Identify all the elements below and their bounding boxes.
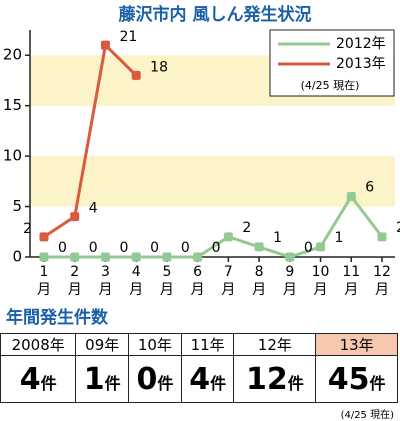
data-label: 0 <box>150 240 159 256</box>
count: 4 <box>19 361 41 397</box>
y-tick-label: 15 <box>3 96 22 114</box>
unit: 件 <box>210 373 227 393</box>
y-tick-label: 10 <box>3 147 22 165</box>
value-row: 4件 1件 0件 4件 12件 45件 <box>0 355 398 403</box>
header-cell: 10年 <box>128 333 182 356</box>
series-line <box>44 193 384 259</box>
value-cell: 1件 <box>75 355 130 403</box>
point <box>131 70 141 80</box>
count: 4 <box>189 361 211 397</box>
unit: 件 <box>40 373 57 393</box>
data-label: 21 <box>119 29 137 45</box>
data-label: 1 <box>335 230 344 246</box>
legend-label: 2012年 <box>336 36 386 52</box>
point <box>39 252 49 262</box>
chart-title: 藤沢市内 風しん発生状況 <box>119 4 312 25</box>
table: 2008年 09年 10年 11年 12年 13年 4件 1件 0件 4件 12件 45件 <box>0 333 398 403</box>
x-tick-label: 10 月 <box>312 264 330 298</box>
data-label: 6 <box>365 179 374 195</box>
data-label: 0 <box>181 240 190 256</box>
legend-label: 2013年 <box>336 56 386 72</box>
series-line <box>43 42 138 239</box>
y-tick-label: 0 <box>12 248 22 266</box>
point <box>193 252 203 262</box>
header-cell: 09年 <box>75 333 130 356</box>
legend-note: (4/25 現在) <box>301 79 360 92</box>
data-label: 0 <box>58 240 67 256</box>
unit: 件 <box>104 373 121 393</box>
y-tick-label: 20 <box>3 46 22 64</box>
value-cell: 0件 <box>128 355 182 403</box>
count: 45 <box>327 361 370 397</box>
point <box>316 242 326 252</box>
unit: 件 <box>157 373 174 393</box>
data-label: 2 <box>396 220 400 236</box>
count: 12 <box>245 361 288 397</box>
value-cell: 12件 <box>233 355 317 403</box>
point <box>346 191 356 201</box>
point <box>254 242 264 252</box>
x-tick-label: 11 月 <box>342 264 360 298</box>
unit: 件 <box>369 373 386 393</box>
point <box>223 232 233 242</box>
header-cell: 2008年 <box>0 333 77 356</box>
count: 0 <box>136 361 158 397</box>
band <box>30 156 395 207</box>
header-cell: 13年 <box>315 333 398 356</box>
value-cell: 4件 <box>0 355 77 403</box>
data-label: 0 <box>304 240 313 256</box>
point <box>100 40 110 50</box>
table-note: (4/25 現在) <box>340 410 394 421</box>
value-cell: 45件 <box>315 355 398 403</box>
x-tick-label: 12 月 <box>373 264 391 298</box>
point <box>285 252 295 262</box>
data-label: 0 <box>119 240 128 256</box>
point <box>131 252 141 262</box>
table-title: 年間発生件数 <box>6 307 109 328</box>
data-label: 4 <box>89 201 98 217</box>
value-cell: 4件 <box>180 355 235 403</box>
count: 1 <box>83 361 105 397</box>
data-label: 18 <box>150 59 168 75</box>
data-label: 0 <box>89 240 98 256</box>
header-cell: 11年 <box>180 333 235 356</box>
data-label: 1 <box>273 230 282 246</box>
unit: 件 <box>287 373 304 393</box>
point <box>70 212 80 222</box>
header-row: 2008年 09年 10年 11年 12年 13年 <box>0 333 398 356</box>
point <box>377 232 387 242</box>
point <box>39 232 49 242</box>
point <box>100 252 110 262</box>
data-label: 2 <box>23 221 32 237</box>
data-label: 2 <box>242 220 251 236</box>
y-tick-label: 5 <box>12 197 22 215</box>
point <box>70 252 80 262</box>
data-label: 0 <box>212 240 221 256</box>
header-cell: 12年 <box>233 333 317 356</box>
point <box>162 252 172 262</box>
